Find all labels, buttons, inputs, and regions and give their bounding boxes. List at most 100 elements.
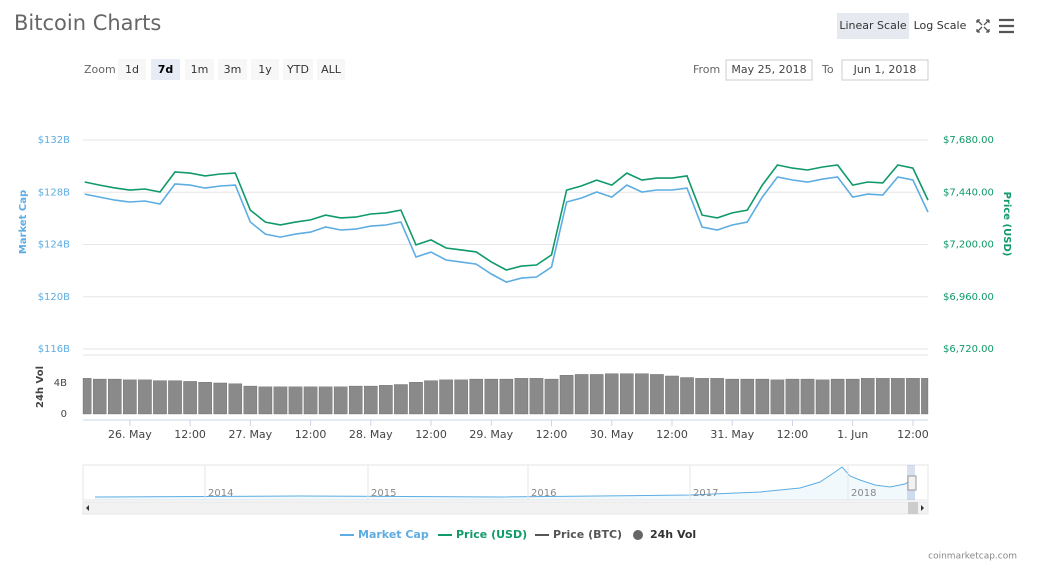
zoom-button-bg[interactable] [118, 59, 146, 80]
volume-bar [108, 378, 122, 415]
scale-button-bg[interactable] [837, 13, 909, 39]
volume-bar [228, 383, 243, 415]
legend: Market Cap Price (USD) Price (BTC) 24h Vol [340, 528, 696, 541]
x-tick-label: 27. May [228, 428, 272, 441]
volume-bar [168, 380, 182, 415]
y-tick-label: $132B [38, 135, 70, 146]
legend-label[interactable]: 24h Vol [650, 528, 696, 541]
y-tick-label: $124B [38, 240, 70, 251]
zoom-button-bg[interactable] [218, 59, 247, 80]
volume-bar [243, 385, 258, 415]
navigator-area [95, 467, 915, 500]
volume-bar [153, 380, 167, 415]
volume-bar [123, 379, 137, 415]
volume-bar [394, 384, 408, 415]
volume-bar [755, 378, 770, 415]
x-tick-label: 12:00 [897, 428, 929, 441]
volume-bar [785, 378, 800, 415]
navigator-line [94, 466, 916, 498]
navigator-label: 2015 [371, 488, 396, 499]
volume-bar [635, 373, 649, 415]
zoom-button[interactable]: 1m [191, 63, 209, 76]
zoom-button[interactable]: 7d [158, 63, 174, 76]
volume-bar [876, 378, 890, 415]
volume-bar [198, 382, 212, 415]
zoom-button[interactable]: ALL [321, 63, 342, 76]
zoom-label: Zoom [84, 63, 116, 76]
x-tick-label: 12:00 [777, 428, 809, 441]
scale-button[interactable]: Log Scale [914, 19, 967, 32]
zoom-button-bg[interactable] [317, 59, 345, 80]
volume-bar [665, 375, 679, 415]
legend-label[interactable]: Price (USD) [456, 528, 527, 541]
volume-bar [710, 378, 724, 415]
to-value[interactable]: Jun 1, 2018 [853, 63, 917, 76]
plot-area: $132B $128B $124B $120B $116B $7,680.00 $7,440… [18, 135, 1012, 441]
zoom-button[interactable]: YTD [286, 63, 309, 76]
y2-tick-label: $6,720.00 [943, 344, 994, 355]
y3-tick-label: 0 [61, 409, 67, 420]
y-axis-title: Market Cap [18, 190, 29, 254]
to-input[interactable] [841, 59, 929, 81]
zoom-button-bg[interactable] [185, 59, 214, 80]
volume-bar [830, 378, 845, 415]
navigator-label: 2016 [531, 488, 556, 499]
credit: coinmarketcap.com [928, 552, 1017, 562]
volume-bar [891, 378, 905, 415]
navigator-handle[interactable] [907, 475, 917, 491]
scrollbar[interactable] [82, 501, 929, 515]
scale-button[interactable]: Linear Scale [839, 19, 907, 32]
legend-label[interactable]: Market Cap [358, 528, 429, 541]
volume-bar [183, 381, 197, 415]
navigator-label: 2014 [208, 488, 233, 499]
navigator-labels: 2014 2015 2016 2017 2018 [204, 465, 876, 500]
volume-bar [921, 378, 929, 415]
navigator-frame [82, 464, 929, 501]
series-line [84, 164, 929, 271]
x-tick-label: 12:00 [656, 428, 688, 441]
from-label: From [693, 63, 720, 76]
volume-bar [529, 378, 544, 415]
from-value[interactable]: May 25, 2018 [731, 63, 806, 76]
volume-bar [845, 378, 860, 415]
volume-bar [409, 382, 423, 415]
x-tick-label: 12:00 [536, 428, 568, 441]
zoom-button[interactable]: 1y [258, 63, 272, 76]
menu-icons[interactable] [976, 18, 1014, 34]
zoom-button-bg[interactable] [283, 59, 313, 80]
controls: Linear Scale Log Scale Zoom 1d 7d 1m 3m 1y YTD AL… [84, 13, 967, 81]
x-tick-label: 26. May [108, 428, 152, 441]
legend-symbol[interactable] [633, 530, 643, 540]
to-label: To [821, 63, 834, 76]
x-tick-label: 12:00 [174, 428, 206, 441]
volume-bar [770, 379, 785, 415]
x-tick-label: 12:00 [295, 428, 327, 441]
zoom-button[interactable]: 1d [125, 63, 139, 76]
series-line [84, 176, 929, 283]
volume-bar [273, 386, 288, 415]
volume-bar [620, 373, 634, 415]
from-input[interactable] [725, 59, 813, 81]
volume-bar [559, 375, 574, 415]
x-tick-label: 31. May [710, 428, 754, 441]
zoom-button-bg[interactable] [151, 59, 180, 80]
zoom-button-bg[interactable] [251, 59, 279, 80]
fullscreen-icon[interactable] [976, 19, 990, 33]
volume-bar [303, 386, 318, 415]
volume-bar [514, 378, 529, 415]
y2-tick-label: $7,200.00 [943, 240, 994, 251]
volume-bar [213, 382, 227, 415]
y-tick-label: $116B [38, 344, 70, 355]
volume-bar [484, 378, 499, 415]
x-tick-label: 30. May [590, 428, 634, 441]
volume-bar [258, 386, 273, 415]
y-tick-label: $120B [38, 292, 70, 303]
x-tick-label: 1. Jun [837, 428, 868, 441]
scrollbar-thumb[interactable] [908, 502, 918, 514]
menu-icon[interactable] [999, 18, 1014, 34]
x-tick-label: 28. May [349, 428, 393, 441]
legend-label[interactable]: Price (BTC) [553, 528, 622, 541]
y2-tick-label: $7,680.00 [943, 135, 994, 146]
zoom-button[interactable]: 3m [224, 63, 242, 76]
